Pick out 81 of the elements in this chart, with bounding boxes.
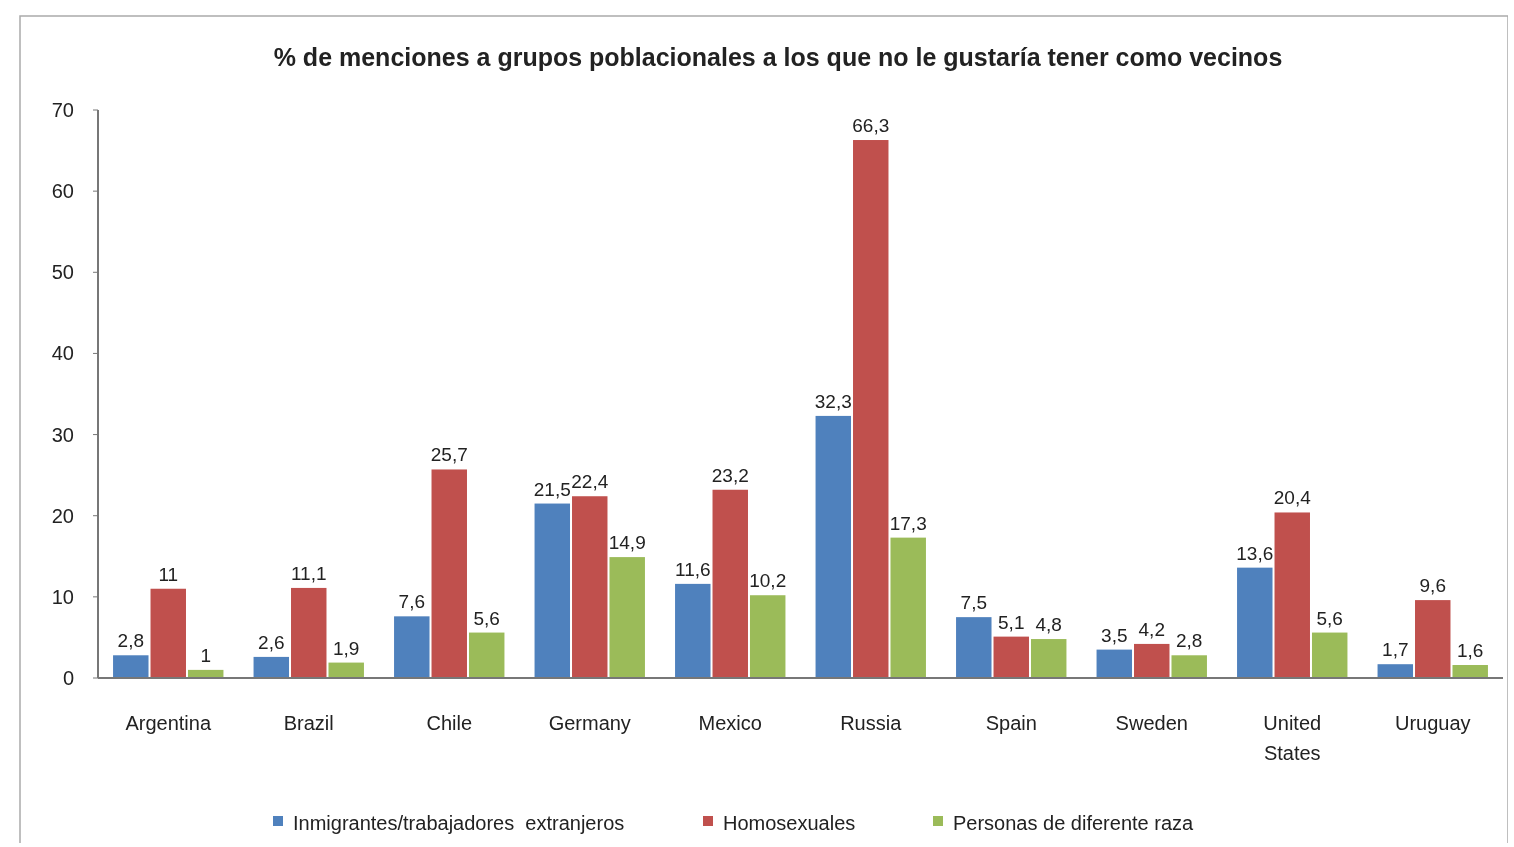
bar (150, 588, 186, 678)
data-label: 66,3 (852, 115, 890, 137)
x-tick-label: Argentina (125, 712, 212, 734)
data-label: 11,6 (674, 558, 711, 580)
data-label: 5,6 (473, 607, 500, 629)
data-label: 2,6 (258, 631, 285, 653)
bar (1030, 639, 1067, 678)
data-label: 11,1 (290, 562, 327, 584)
bar (1452, 665, 1488, 678)
legend-label: Homosexuales (723, 812, 856, 834)
y-tick-label: 20 (51, 504, 74, 527)
x-tick-label: Mexico (698, 712, 762, 734)
bar (890, 537, 926, 678)
bar (815, 415, 852, 678)
bar (1171, 655, 1207, 678)
data-label: 5,1 (998, 611, 1025, 633)
bar (1096, 649, 1133, 678)
bar (1237, 567, 1273, 678)
x-tick-label: Spain (985, 712, 1037, 734)
data-label: 9,6 (1419, 575, 1446, 597)
data-label: 13,6 (1236, 542, 1274, 564)
data-label: 2,8 (117, 630, 144, 652)
data-label: 2,8 (1176, 630, 1203, 652)
bar (1377, 664, 1414, 678)
data-label: 21,5 (533, 478, 571, 500)
y-tick-label: 10 (51, 585, 74, 608)
y-tick-label: 40 (51, 342, 74, 365)
legend-label: Inmigrantes/trabajadores extranjeros (293, 812, 625, 834)
data-label: 17,3 (889, 512, 927, 534)
bar (1134, 643, 1170, 678)
x-tick-label: United States (1263, 712, 1322, 764)
bar (572, 496, 608, 678)
bar (534, 503, 571, 678)
data-label: 4,2 (1138, 618, 1165, 640)
bar (749, 595, 786, 678)
bar (609, 557, 645, 678)
bar (328, 662, 364, 678)
bar (675, 583, 711, 678)
y-tick-label: 70 (51, 99, 74, 121)
bar (468, 632, 505, 678)
x-tick-label: Sweden (1115, 712, 1188, 734)
legend-label: Personas de diferente raza (953, 812, 1195, 834)
data-label: 1 (200, 644, 212, 666)
data-label: 23,2 (711, 464, 749, 486)
x-tick-label: Russia (840, 712, 903, 734)
bar (1274, 512, 1310, 678)
y-tick-label: 0 (62, 667, 74, 689)
data-label: 25,7 (430, 444, 468, 466)
bar (956, 617, 992, 678)
bar (712, 489, 748, 678)
data-label: 20,4 (1273, 487, 1312, 509)
bar (113, 655, 149, 678)
data-label: 7,5 (960, 592, 987, 614)
x-tick-label: Uruguay (1394, 712, 1471, 734)
data-label: 32,3 (814, 390, 852, 412)
x-tick-label: Brazil (283, 712, 334, 734)
bar (993, 636, 1029, 678)
data-label: 1,6 (1457, 640, 1484, 662)
bar (431, 469, 467, 678)
data-label: 10,2 (749, 570, 787, 592)
data-label: 3,5 (1101, 624, 1128, 646)
bar (291, 587, 327, 678)
data-label: 1,7 (1382, 639, 1409, 661)
y-tick-label: 50 (51, 261, 74, 284)
x-tick-label: Germany (548, 712, 631, 734)
data-label: 7,6 (398, 591, 425, 613)
data-label: 22,4 (571, 471, 609, 493)
x-tick-label: Chile (426, 712, 473, 734)
bar (253, 656, 290, 678)
bar (1311, 632, 1348, 678)
bar (853, 140, 889, 678)
chart-title: % de menciones a grupos poblacionales a los que no le gustaría tener como vecinos (273, 43, 1283, 71)
bar (394, 616, 430, 678)
bar (1415, 600, 1451, 678)
data-label: 5,6 (1316, 607, 1343, 629)
data-label: 11 (158, 563, 179, 585)
data-label: 1,9 (333, 637, 360, 659)
data-label: 14,9 (608, 532, 646, 554)
y-tick-label: 30 (51, 423, 74, 446)
data-label: 4,8 (1035, 614, 1062, 636)
y-tick-label: 60 (51, 180, 74, 203)
